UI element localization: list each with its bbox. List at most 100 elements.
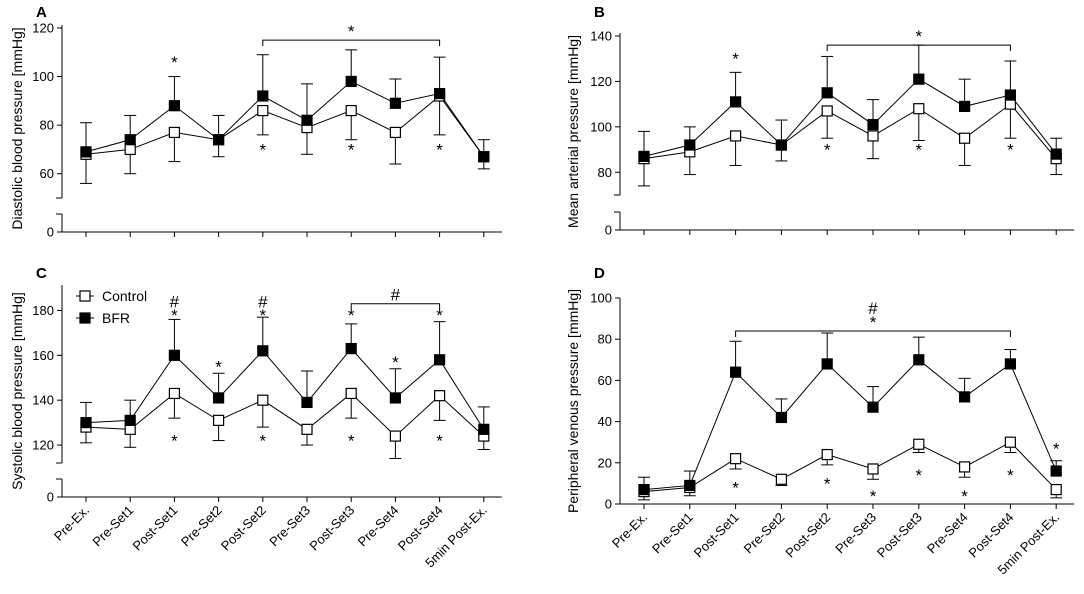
x-tick-label: Pre-Set1 xyxy=(649,510,696,557)
y-axis-label: Mean arterial pressure [mmHg] xyxy=(565,35,581,228)
y-tick-label: 0 xyxy=(47,490,54,505)
significance-marker: * xyxy=(870,487,877,506)
data-point xyxy=(684,139,696,151)
legend-marker xyxy=(79,290,91,302)
panel-letter: C xyxy=(36,265,47,282)
data-point xyxy=(301,423,313,435)
data-point xyxy=(213,414,225,426)
data-point xyxy=(1004,436,1017,448)
significance-marker: * xyxy=(961,487,968,506)
data-point xyxy=(958,461,971,473)
x-tick-label: Pre-Ex. xyxy=(51,503,92,544)
x-tick-label: Pre-Set3 xyxy=(832,510,879,557)
bracket-label: # xyxy=(868,299,878,318)
data-point xyxy=(1004,358,1017,370)
data-point xyxy=(821,87,833,99)
data-point xyxy=(958,132,971,144)
data-point xyxy=(345,387,357,400)
data-point xyxy=(638,483,650,496)
bracket-label: * xyxy=(870,313,877,332)
series-line xyxy=(85,80,485,158)
data-point xyxy=(729,366,742,378)
data-point xyxy=(124,143,136,156)
y-tick-label: 0 xyxy=(605,497,612,512)
significance-bracket xyxy=(826,44,1011,52)
significance-marker: * xyxy=(348,432,355,451)
series-line xyxy=(85,347,485,430)
legend-label: BFR xyxy=(102,310,130,326)
data-point xyxy=(434,354,446,366)
data-point xyxy=(958,391,971,403)
data-point xyxy=(867,118,879,131)
data-point xyxy=(434,390,446,402)
series-bfr xyxy=(638,332,1063,496)
series-control xyxy=(80,387,490,460)
significance-marker: * xyxy=(259,306,266,325)
significance-marker: * xyxy=(824,474,831,493)
data-point xyxy=(729,453,742,465)
y-axis-label: Diastolic blood pressure [mmHg] xyxy=(9,27,25,229)
significance-marker: * xyxy=(915,141,922,160)
x-tick-label: Post-Set1 xyxy=(691,510,742,561)
significance-marker: * xyxy=(215,358,222,377)
data-point xyxy=(1050,483,1062,496)
significance-marker: * xyxy=(348,140,355,159)
y-tick-label: 60 xyxy=(40,166,54,181)
panel-letter: A xyxy=(36,4,47,21)
data-point xyxy=(301,114,313,126)
data-point xyxy=(301,396,313,409)
significance-marker: * xyxy=(436,432,443,451)
series-line xyxy=(643,78,1057,157)
significance-bracket xyxy=(262,39,441,47)
y-tick-label: 100 xyxy=(32,69,54,84)
significance-marker: # xyxy=(170,292,180,311)
series-line xyxy=(643,441,1057,493)
panel-letter: B xyxy=(594,4,605,21)
significance-marker: * xyxy=(732,479,739,498)
bracket-label: * xyxy=(915,27,922,46)
data-point xyxy=(821,105,833,117)
data-point xyxy=(389,126,401,139)
bracket-label: # xyxy=(391,286,401,305)
legend-label: Control xyxy=(102,288,147,304)
y-axis-label: Systolic blood pressure [mmHg] xyxy=(9,292,25,490)
y-tick-label: 140 xyxy=(32,393,54,408)
series-bfr xyxy=(80,49,490,163)
data-point xyxy=(638,150,650,162)
data-point xyxy=(168,126,180,139)
data-point xyxy=(257,345,269,357)
y-tick-label: 140 xyxy=(590,29,612,44)
series-line xyxy=(643,103,1057,160)
data-point xyxy=(775,139,788,151)
bracket-label: * xyxy=(348,22,355,41)
data-point xyxy=(1004,89,1017,101)
significance-marker: * xyxy=(1053,439,1060,458)
y-tick-label: 80 xyxy=(40,118,54,133)
significance-marker: * xyxy=(915,466,922,485)
data-point xyxy=(213,134,225,146)
significance-bracket xyxy=(735,330,1011,337)
x-tick-label: Pre-Set2 xyxy=(741,510,788,557)
y-tick-label: 120 xyxy=(32,21,54,36)
legend-marker xyxy=(79,312,91,324)
y-tick-label: 40 xyxy=(598,414,612,429)
data-point xyxy=(257,90,269,102)
series-line xyxy=(643,359,1057,491)
y-tick-label: 20 xyxy=(598,455,612,470)
x-tick-label: Pre-Set4 xyxy=(924,510,971,557)
series-bfr xyxy=(80,316,490,435)
data-point xyxy=(168,387,180,400)
legend: Control BFR xyxy=(76,288,147,326)
data-point xyxy=(389,430,401,442)
x-tick-label: Post-Set2 xyxy=(782,510,833,561)
y-tick-label: 80 xyxy=(598,332,612,347)
data-point xyxy=(775,411,788,424)
panel-c: C Systolic blood pressure [mmHg] 0 120 140 16… xyxy=(9,265,502,570)
series-line xyxy=(85,95,485,158)
significance-marker: * xyxy=(171,306,178,325)
data-point xyxy=(80,417,92,429)
data-point xyxy=(867,130,879,142)
y-tick-label: 100 xyxy=(590,291,612,306)
panel-letter: D xyxy=(594,265,605,282)
significance-marker: * xyxy=(171,432,178,451)
